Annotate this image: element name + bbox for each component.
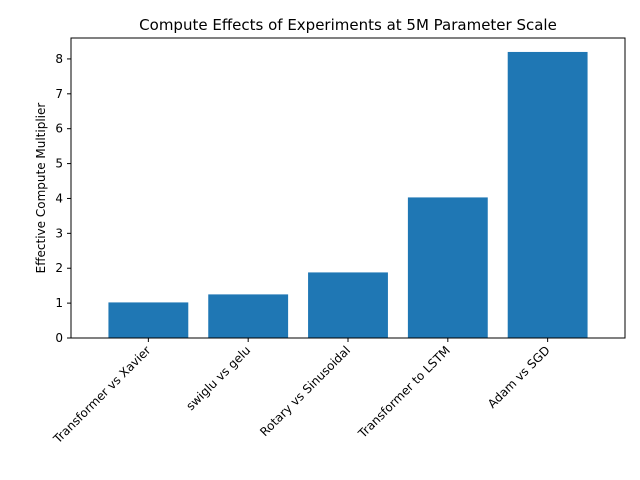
y-tick-label-7: 7	[55, 87, 63, 101]
y-tick-label-2: 2	[55, 261, 63, 275]
chart-title: Compute Effects of Experiments at 5M Par…	[139, 16, 557, 34]
y-tick-label-0: 0	[55, 331, 63, 345]
bar-0	[108, 302, 189, 338]
y-tick-label-5: 5	[55, 157, 63, 171]
y-tick-label-1: 1	[55, 296, 63, 310]
x-tick-label-4: Adam vs SGD	[485, 343, 553, 411]
x-tick-label-0: Transformer vs Xavier	[50, 343, 154, 447]
bar-1	[208, 294, 289, 338]
bars-group	[108, 51, 588, 338]
bar-2	[308, 272, 388, 338]
y-axis: 0 1 2 3 4 5 6 7 8	[55, 52, 71, 345]
y-tick-label-3: 3	[55, 226, 63, 240]
plot-frame	[70, 37, 626, 339]
bar-3	[407, 197, 488, 338]
y-tick-label-6: 6	[55, 122, 63, 136]
y-axis-label: Effective Compute Multiplier	[34, 103, 48, 274]
x-tick-label-2: Rotary vs Sinusoidal	[257, 343, 353, 439]
y-tick-label-4: 4	[55, 191, 63, 205]
x-tick-label-1: swiglu vs gelu	[183, 343, 253, 413]
bar-4	[507, 51, 588, 338]
y-tick-label-8: 8	[55, 52, 63, 66]
x-tick-label-3: Transformer to LSTM	[355, 343, 453, 441]
x-axis: Transformer vs Xavier swiglu vs gelu Rotar…	[50, 338, 553, 447]
